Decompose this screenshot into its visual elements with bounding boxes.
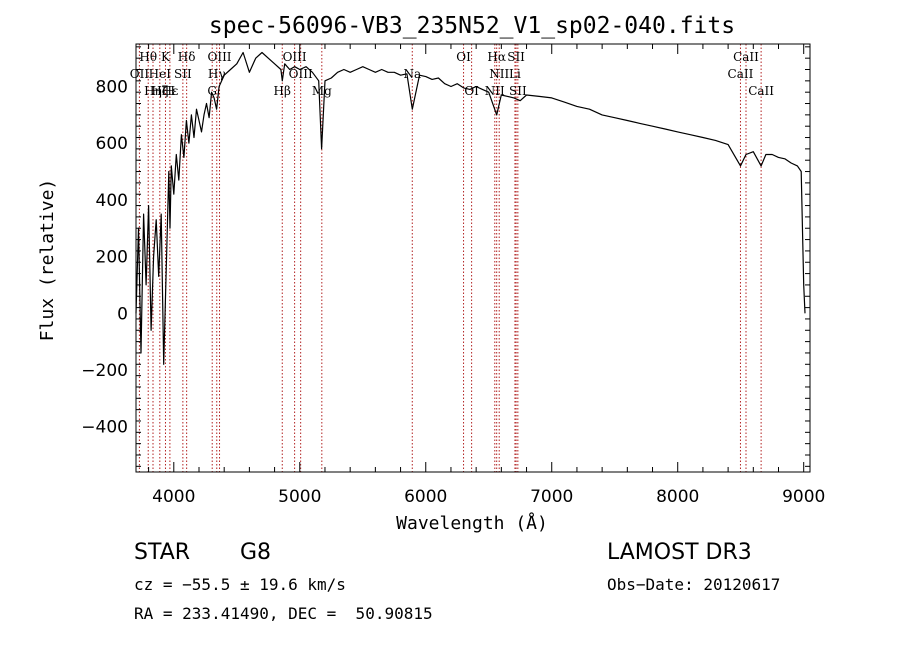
x-tick-label: 7000 xyxy=(530,487,573,507)
line-label: OIII xyxy=(289,67,313,81)
line-label: SII xyxy=(507,50,525,64)
x-tick-label: 4000 xyxy=(152,487,195,507)
y-tick-label: 600 xyxy=(96,134,128,154)
line-label: CaII xyxy=(748,84,774,98)
object-type: STAR xyxy=(134,540,191,565)
y-axis-label: Flux (relative) xyxy=(37,179,58,342)
x-tick-label: 6000 xyxy=(404,487,447,507)
x-tick-label: 5000 xyxy=(278,487,321,507)
line-label: Hη xyxy=(144,84,162,98)
line-label: OI xyxy=(464,84,479,98)
line-label: G xyxy=(207,84,217,98)
y-tick-label: 400 xyxy=(96,191,128,211)
line-label: SII xyxy=(509,84,527,98)
line-label: Hζ xyxy=(151,84,168,98)
line-label: OI xyxy=(456,50,471,64)
line-label: NII xyxy=(489,67,509,81)
survey-name: LAMOST DR3 xyxy=(607,540,752,565)
y-tick-label: −200 xyxy=(81,361,128,381)
line-label: Na xyxy=(403,67,421,81)
object-subclass: G8 xyxy=(240,540,272,565)
redshift-velocity: cz = −55.5 ± 19.6 km/s xyxy=(134,575,346,594)
observation-date: Obs−Date: 20120617 xyxy=(607,575,781,594)
axes: 4000 5000 6000 7000 8000 9000 −400 −200 0 200 400 6… xyxy=(81,43,825,507)
line-label: CaII xyxy=(733,50,759,64)
y-tick-label: 0 xyxy=(117,304,128,324)
line-label: OII xyxy=(130,67,150,81)
line-label: K xyxy=(161,50,171,64)
line-label: OIII xyxy=(207,50,231,64)
x-axis-label: Wavelength (Å) xyxy=(396,512,548,534)
line-label: Hδ xyxy=(178,50,196,64)
y-tick-label: 200 xyxy=(96,248,128,268)
x-tick-label: 8000 xyxy=(656,487,699,507)
plot-frame xyxy=(135,43,811,473)
spectrum-series xyxy=(135,51,806,365)
chart-title: spec-56096-VB3_235N52_V1_sp02-040.fits xyxy=(209,13,735,39)
y-tick-label: 800 xyxy=(96,78,128,98)
line-label: Hα xyxy=(487,50,506,64)
line-label: Hγ xyxy=(208,67,226,81)
line-label: NII xyxy=(485,84,505,98)
x-tick-label: 9000 xyxy=(782,487,825,507)
line-label: Hθ xyxy=(139,50,157,64)
spectrum-line xyxy=(135,51,806,365)
line-label: SII xyxy=(174,67,192,81)
line-label: CaII xyxy=(728,67,754,81)
line-label: Hβ xyxy=(274,84,291,98)
line-label: HeI xyxy=(149,67,172,81)
line-label: OIII xyxy=(283,50,307,64)
y-tick-label: −400 xyxy=(81,418,128,438)
line-label: Li xyxy=(509,67,521,81)
spectral-line-markers xyxy=(138,44,762,472)
line-label: H xyxy=(165,84,175,98)
sky-coordinates: RA = 233.41490, DEC = 50.90815 xyxy=(134,604,433,623)
line-label: Mg xyxy=(312,84,332,98)
line-label: Hε xyxy=(162,84,179,98)
